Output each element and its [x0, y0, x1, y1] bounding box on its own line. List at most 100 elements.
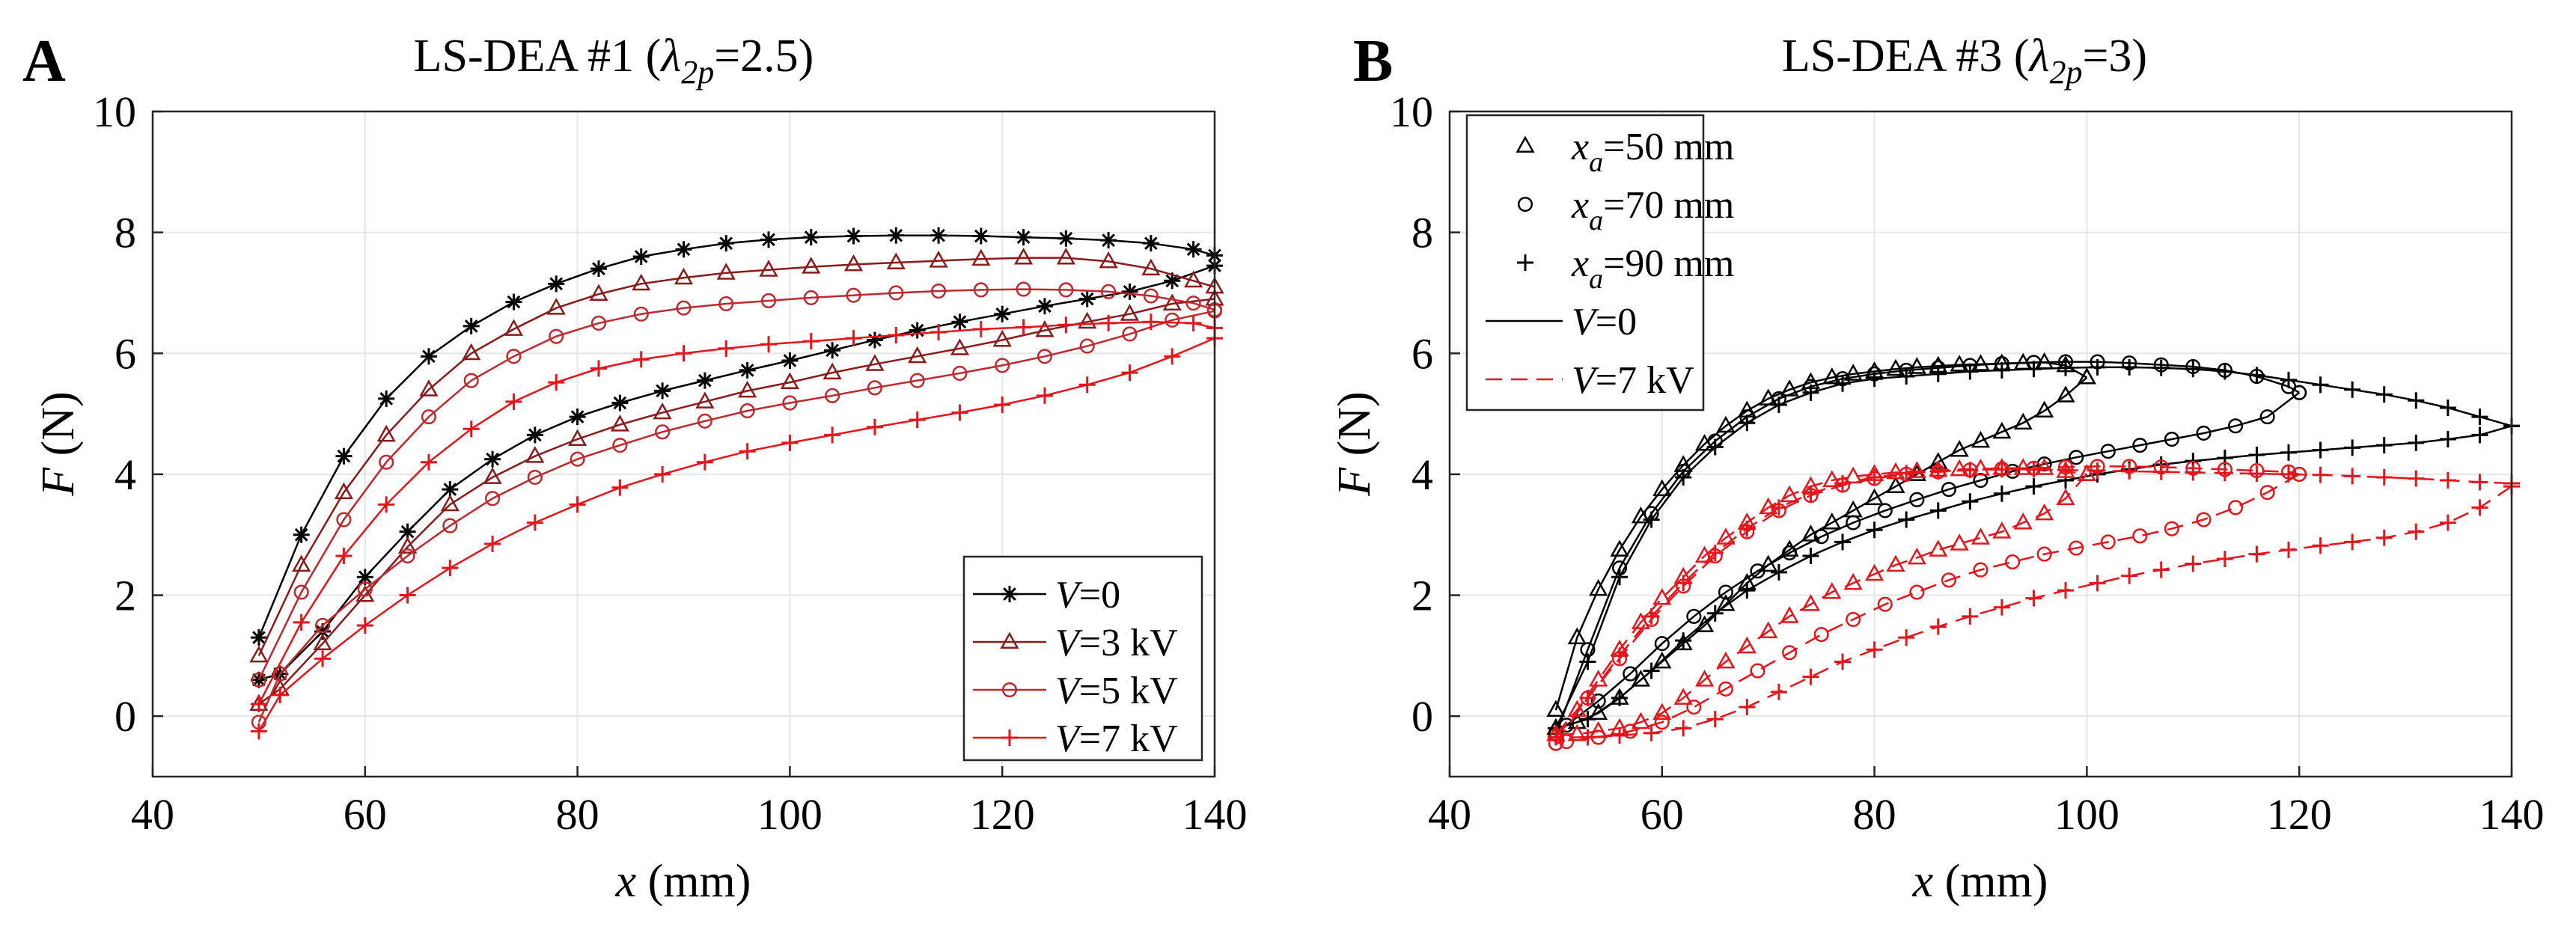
data-point-upper: [335, 548, 352, 565]
data-point-lower: [2069, 540, 2084, 556]
data-point-lower: [2152, 561, 2170, 578]
data-point-upper: [590, 315, 607, 331]
data-point-lower: [484, 450, 501, 468]
data-point-lower: [2408, 434, 2425, 451]
data-point-upper: [1101, 284, 1117, 299]
data-point-lower: [1898, 511, 1915, 528]
panel-b-axes-box: [1448, 110, 2513, 778]
data-point-lower: [485, 491, 501, 507]
data-point-lower: [1737, 636, 1756, 654]
marker-stroke: [1059, 231, 1073, 245]
legend-label-0: xa=50 mm: [1571, 126, 1734, 178]
data-point-lower: [1750, 663, 1765, 679]
data-point-lower: [1898, 629, 1915, 646]
data-point-upper: [506, 349, 522, 364]
marker-stroke: [528, 428, 542, 442]
marker-stroke: [719, 236, 733, 251]
data-point-upper: [1015, 229, 1032, 246]
data-point-upper: [1770, 499, 1787, 516]
marker-stroke: [698, 373, 712, 388]
data-point-lower: [525, 446, 545, 463]
panel-a-letter: A: [22, 28, 66, 94]
data-point-upper: [845, 330, 862, 347]
data-point-upper: [1834, 475, 1852, 492]
data-point-upper: [2057, 359, 2075, 376]
y-tick-label: 6: [1411, 329, 1433, 378]
data-point-upper: [716, 263, 736, 280]
series-0: [1546, 352, 2096, 735]
data-point-lower: [2408, 523, 2425, 540]
data-point-upper: [1546, 700, 1566, 718]
data-point-upper: [676, 300, 692, 316]
x-tick-label: 140: [2479, 790, 2545, 839]
data-point-upper: [1058, 282, 1074, 298]
data-point-lower: [1122, 326, 1138, 342]
data-point-upper: [549, 328, 564, 344]
data-point-upper: [378, 496, 395, 513]
data-point-upper: [1611, 647, 1629, 664]
data-point-upper: [675, 345, 692, 362]
data-point-lower: [1579, 729, 1596, 746]
marker-stroke: [1186, 242, 1200, 257]
data-point-upper: [2344, 381, 2361, 398]
marker-stroke: [486, 452, 499, 466]
data-point-lower: [399, 523, 416, 540]
data-point-lower: [1801, 594, 1821, 611]
marker-stroke: [592, 262, 605, 275]
panel-a-legend: V=0 V=3 kV V=5 kV V=7 kV: [962, 555, 1203, 762]
data-point-lower: [1037, 349, 1053, 364]
data-point-lower: [1929, 539, 1948, 557]
series-1-lower-line: [1555, 391, 2300, 735]
panel-b-legend-box: [1465, 114, 1705, 412]
data-point-lower: [2036, 546, 2052, 562]
panel-b-xlabel: x (mm): [1912, 856, 2048, 907]
data-point-lower: [655, 424, 671, 440]
data-point-upper: [2216, 363, 2233, 380]
marker-stroke: [507, 295, 521, 309]
series-3: [1546, 458, 2096, 741]
panel-b-letter: B: [1353, 28, 1393, 94]
data-point-upper: [674, 267, 694, 285]
data-point-lower: [1750, 563, 1765, 579]
data-point-lower: [1673, 688, 1693, 705]
data-point-lower: [484, 535, 501, 552]
data-point-upper: [1993, 461, 2010, 478]
data-point-upper: [1929, 365, 1947, 382]
x-tick-label: 100: [2054, 790, 2119, 839]
data-point-upper: [1652, 588, 1672, 605]
marker-stroke: [846, 229, 861, 243]
legend-label-3: V=0: [1572, 301, 1637, 343]
data-point-upper: [2248, 465, 2265, 483]
marker-stroke: [677, 242, 691, 257]
data-point-upper: [1843, 466, 1863, 484]
series-0-lower-line: [1555, 376, 2088, 729]
data-point-upper: [718, 235, 735, 252]
data-point-lower: [2259, 485, 2275, 501]
data-point-lower: [908, 346, 927, 364]
data-point-upper: [420, 348, 437, 365]
data-point-upper: [2439, 400, 2456, 417]
data-point-lower: [1802, 668, 1819, 685]
data-point-lower: [1623, 723, 1638, 739]
data-point-lower: [2132, 528, 2148, 544]
data-point-upper: [1898, 465, 1915, 482]
data-point-lower: [866, 418, 883, 435]
data-point-lower: [1589, 703, 1608, 721]
data-point-upper: [293, 584, 309, 600]
data-point-upper: [2025, 461, 2042, 478]
data-point-lower: [2013, 412, 2033, 430]
data-point-lower: [1950, 440, 1969, 457]
data-point-upper: [1141, 258, 1161, 276]
y-tick-label: 6: [115, 329, 136, 378]
data-point-lower: [2164, 431, 2179, 447]
x-tick-label: 80: [556, 790, 599, 839]
marker-stroke: [337, 449, 351, 463]
data-point-upper: [1907, 357, 1926, 374]
data-point-lower: [1886, 554, 1905, 572]
data-point-lower: [1559, 734, 1575, 750]
legend-label-2: V=5 kV: [1055, 670, 1178, 712]
data-point-upper: [760, 293, 777, 309]
data-point-lower: [1611, 727, 1629, 744]
data-point-upper: [1866, 468, 1883, 486]
data-point-lower: [442, 518, 458, 533]
